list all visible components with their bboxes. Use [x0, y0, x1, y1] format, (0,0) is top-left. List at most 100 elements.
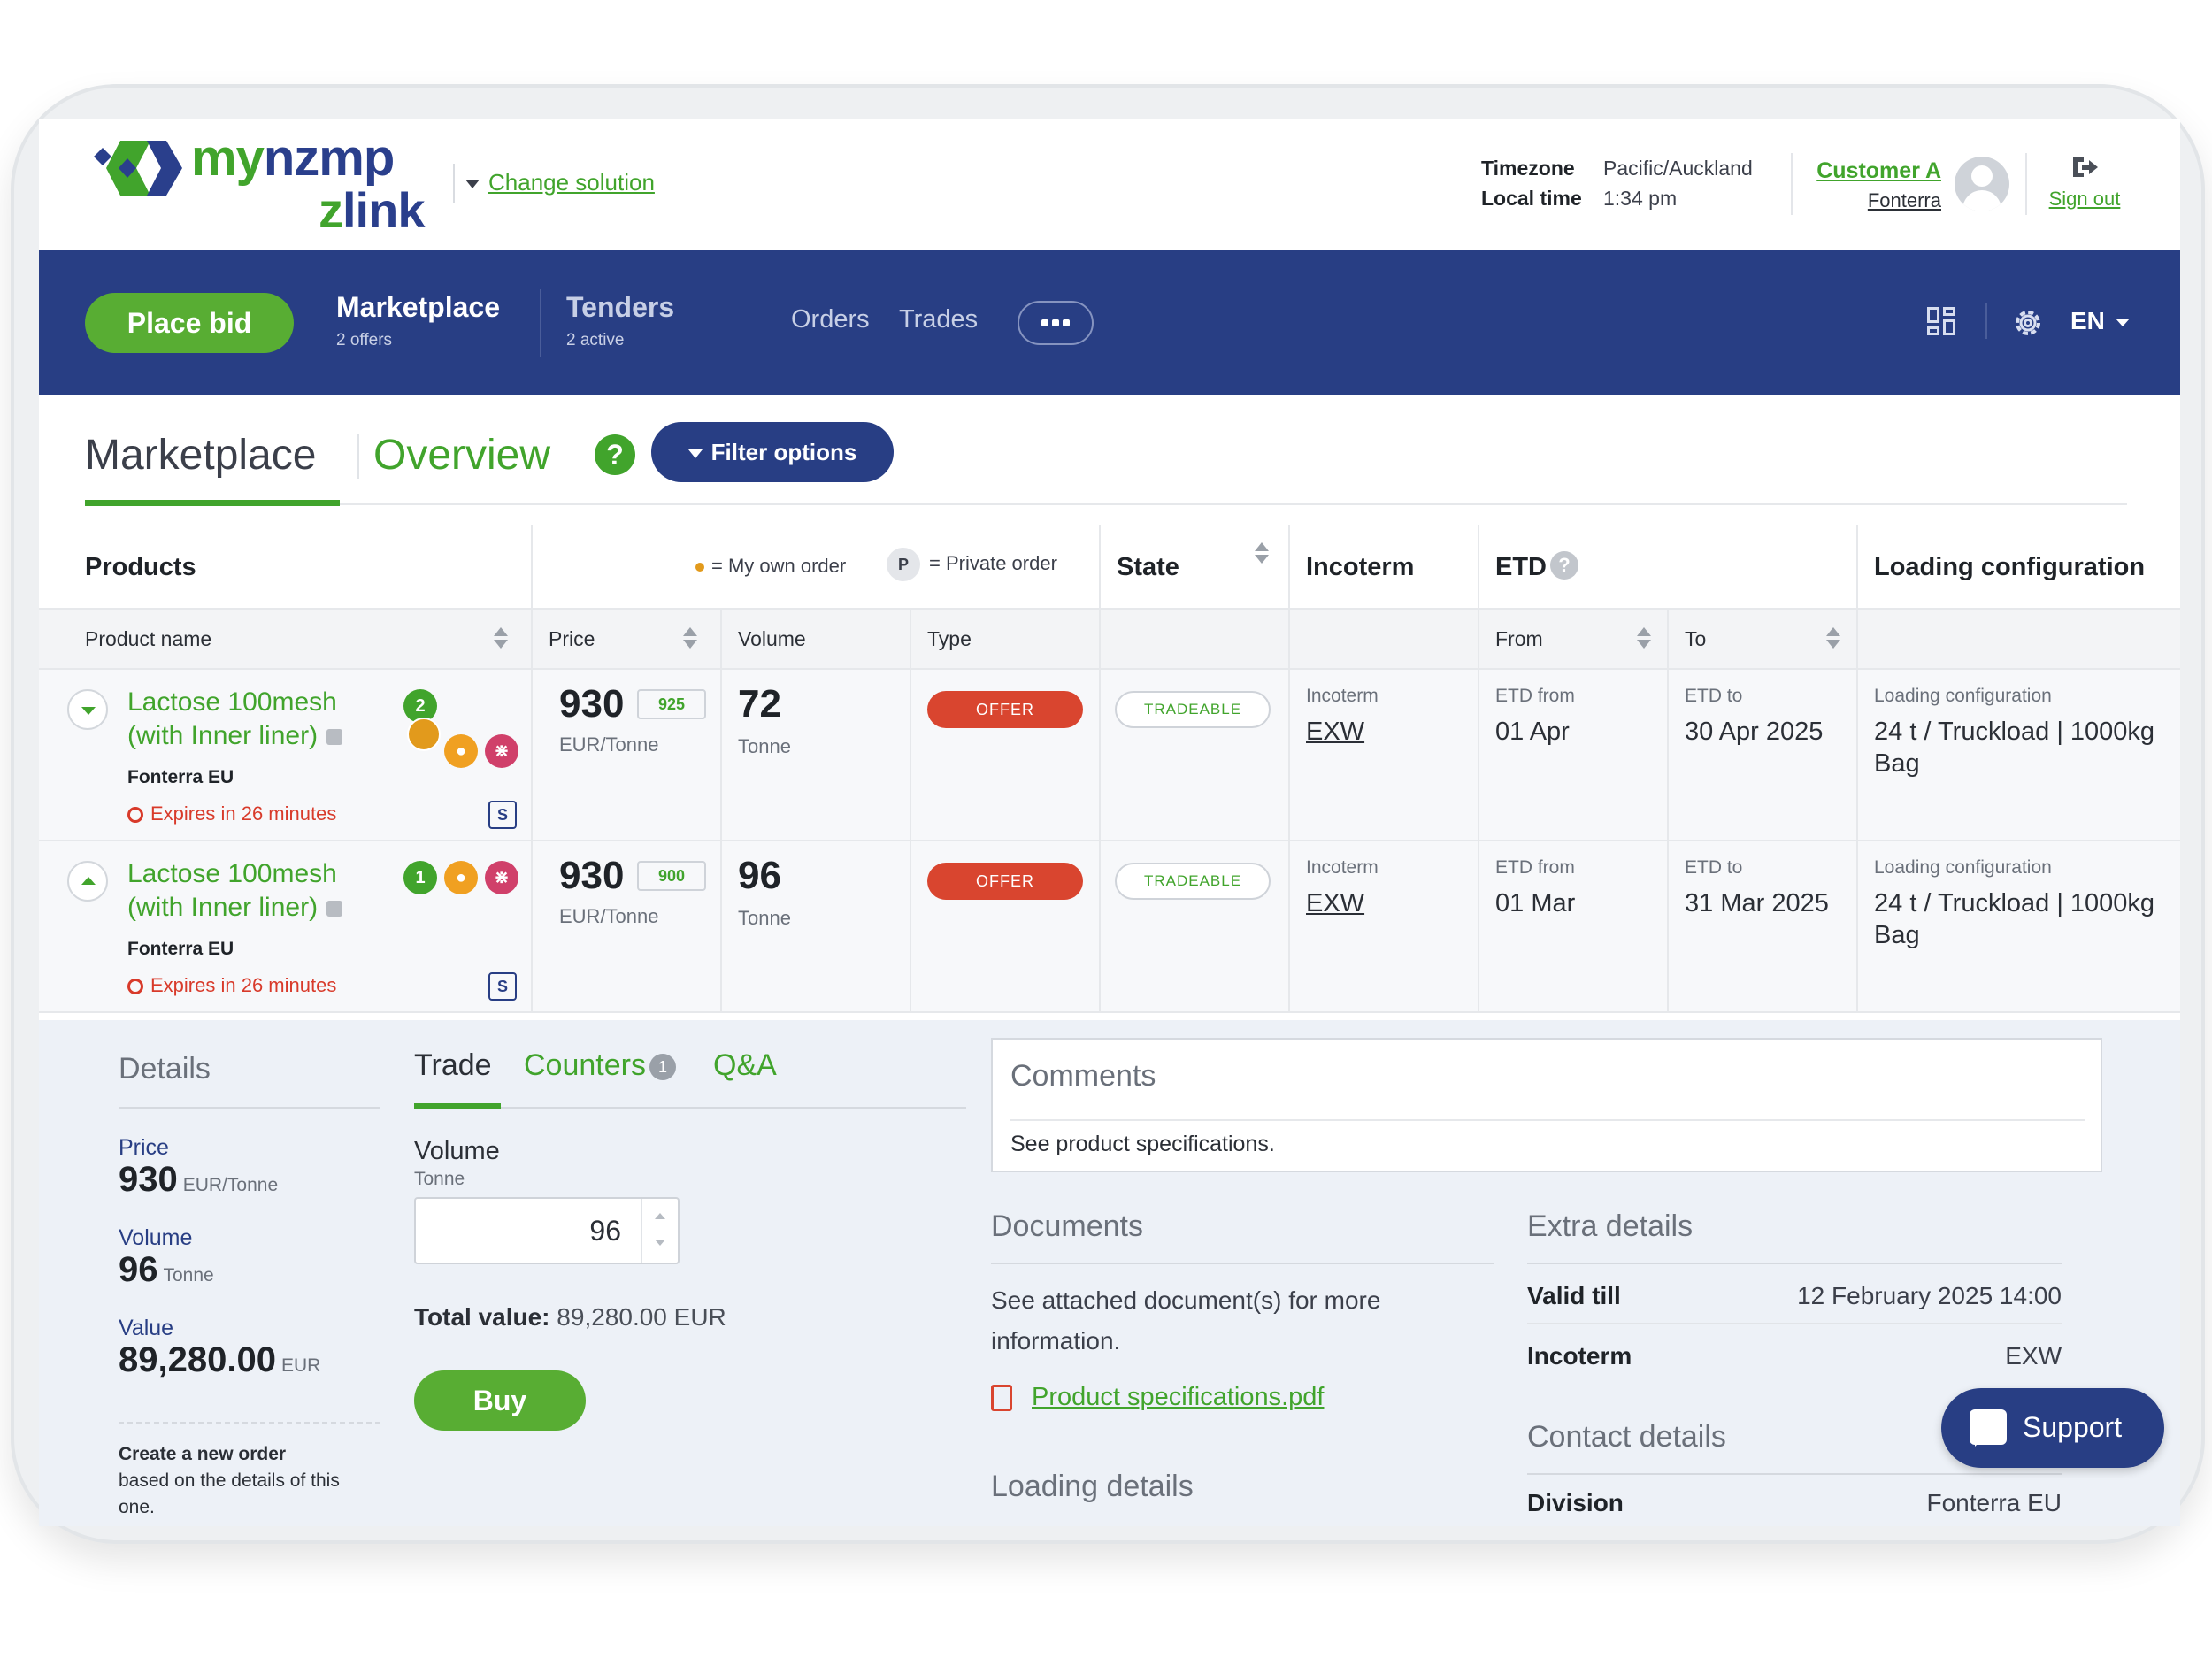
- divider: [357, 434, 359, 479]
- customer-name-link[interactable]: Customer A: [1816, 158, 1941, 183]
- change-solution-link[interactable]: Change solution: [465, 169, 655, 196]
- tab-qa[interactable]: Q&A: [713, 1048, 777, 1082]
- table-row[interactable]: Lactose 100mesh (with Inner liner) Fonte…: [39, 670, 2180, 841]
- filter-options-button[interactable]: Filter options: [651, 422, 894, 482]
- chat-icon[interactable]: ●: [444, 734, 478, 768]
- overview-tab[interactable]: Overview: [373, 432, 551, 479]
- table-column-header: Product name Price Volume Type From To: [39, 610, 2180, 670]
- table-row[interactable]: Lactose 100mesh (with Inner liner) Fonte…: [39, 841, 2180, 1013]
- expiry-status: Expires in 26 minutes: [127, 802, 336, 825]
- product-name-header[interactable]: Product name: [85, 627, 212, 650]
- app-screen: mynzmp zlink Change solution Timezone Pac…: [39, 119, 2180, 1526]
- volume-stepper[interactable]: [641, 1199, 678, 1263]
- active-tab-indicator: [85, 500, 340, 506]
- product-name-link[interactable]: Lactose 100mesh (with Inner liner): [127, 857, 366, 925]
- chevron-down-icon[interactable]: [67, 689, 108, 730]
- stepper-up-icon[interactable]: [655, 1213, 665, 1219]
- page-title[interactable]: Marketplace: [85, 432, 317, 479]
- nav-link-orders[interactable]: Orders: [791, 305, 870, 334]
- chat-icon[interactable]: ●: [444, 861, 478, 894]
- volume-value: 72: [738, 682, 781, 725]
- detail-value-label: Value: [119, 1316, 174, 1340]
- volume-input[interactable]: [414, 1197, 680, 1264]
- row-badges: 1 ● ⋇: [403, 861, 526, 894]
- incoterm-row: Incoterm EXW: [1527, 1342, 2062, 1378]
- extra-details-heading: Extra details: [1527, 1209, 1694, 1243]
- volume-unit: Tonne: [738, 735, 791, 757]
- create-new-order-link[interactable]: Create a new order based on the details o…: [119, 1444, 340, 1517]
- sort-icon[interactable]: [494, 627, 508, 650]
- own-order-dot-icon: [407, 718, 441, 751]
- price-header[interactable]: Price: [549, 627, 595, 650]
- document-link[interactable]: Product specifications.pdf: [991, 1383, 1324, 1412]
- sort-icon[interactable]: [683, 627, 697, 650]
- sort-icon[interactable]: [1255, 542, 1269, 565]
- tab-marketplace[interactable]: Marketplace 2 offers: [336, 291, 500, 350]
- counters-count-badge: 1: [649, 1054, 676, 1081]
- incoterm-value[interactable]: EXW: [1306, 718, 1365, 746]
- nav-link-trades[interactable]: Trades: [899, 305, 979, 334]
- state-header[interactable]: State: [1117, 553, 1179, 581]
- gear-icon[interactable]: [2010, 305, 2046, 341]
- volume-input-label: Volume: [414, 1137, 500, 1165]
- sign-out-button[interactable]: Sign out: [2040, 155, 2129, 211]
- avatar-icon[interactable]: [1955, 157, 2009, 211]
- product-name-link[interactable]: Lactose 100mesh (with Inner liner): [127, 686, 366, 753]
- customer-org-link[interactable]: Fonterra: [1867, 189, 1941, 211]
- comments-text: See product specifications.: [1010, 1132, 1275, 1156]
- type-offer-badge: OFFER: [927, 691, 1083, 728]
- documents-text: See attached document(s) for more inform…: [991, 1286, 1381, 1355]
- etd-header: ETD: [1495, 553, 1547, 581]
- etd-from-value: 01 Mar: [1495, 889, 1576, 917]
- tab-label: Tenders: [566, 291, 675, 323]
- help-icon[interactable]: ?: [1550, 551, 1578, 580]
- localtime-label: Local time: [1481, 187, 1582, 210]
- external-link-icon[interactable]: [326, 901, 343, 917]
- clock-icon: [127, 807, 143, 824]
- volume-input-unit: Tonne: [414, 1169, 465, 1189]
- localtime-value: 1:34 pm: [1603, 187, 1678, 210]
- place-bid-button[interactable]: Place bid: [85, 293, 294, 353]
- more-icon[interactable]: [1018, 301, 1094, 345]
- counter-count-badge[interactable]: 1: [403, 861, 437, 894]
- help-icon[interactable]: ?: [595, 434, 635, 475]
- etd-from-header[interactable]: From: [1495, 627, 1543, 650]
- tab-trade[interactable]: Trade: [414, 1048, 492, 1082]
- etd-from-label: ETD from: [1495, 686, 1575, 706]
- divider: [414, 1107, 966, 1109]
- division-label: Division: [1527, 1489, 1624, 1516]
- grid-icon[interactable]: [1927, 307, 1957, 337]
- incoterm-value[interactable]: EXW: [1306, 889, 1365, 917]
- order-details-panel: Details Price 930 EUR/Tonne Volume 96 Tonn…: [39, 1020, 2180, 1526]
- tab-tenders[interactable]: Tenders 2 active: [566, 291, 674, 350]
- sort-icon[interactable]: [1826, 627, 1840, 650]
- external-link-icon[interactable]: [326, 729, 343, 746]
- sort-icon[interactable]: [1637, 627, 1651, 650]
- etd-from-value: 01 Apr: [1495, 718, 1570, 746]
- paperclip-icon[interactable]: ⋇: [485, 734, 518, 768]
- stepper-down-icon[interactable]: [655, 1240, 665, 1246]
- clock-icon: [127, 979, 143, 995]
- chevron-up-icon[interactable]: [67, 861, 108, 902]
- loading-label: Loading configuration: [1874, 686, 2052, 706]
- column-divider: [910, 610, 911, 1013]
- column-divider: [1288, 525, 1290, 1013]
- division-row: Division Fonterra EU: [1527, 1489, 2062, 1524]
- logo-text: mynzmp: [191, 129, 395, 187]
- divider: [1010, 1119, 2085, 1121]
- tab-counters[interactable]: Counters 1: [524, 1048, 676, 1083]
- support-button[interactable]: Support: [1941, 1388, 2164, 1468]
- paperclip-icon[interactable]: ⋇: [485, 861, 518, 894]
- logo-mark-icon: [94, 141, 182, 196]
- price-unit: EUR/Tonne: [559, 733, 659, 756]
- detail-price-label: Price: [119, 1135, 169, 1160]
- legend-own-order: = My own order: [695, 555, 846, 578]
- buy-button[interactable]: Buy: [414, 1370, 586, 1431]
- type-header: Type: [927, 627, 972, 650]
- language-select[interactable]: EN: [2070, 307, 2130, 335]
- etd-to-header[interactable]: To: [1685, 627, 1707, 650]
- tab-sublabel: 2 active: [566, 331, 625, 349]
- own-order-dot-icon: [695, 563, 704, 572]
- detail-volume-value: 96 Tonne: [119, 1250, 214, 1289]
- counter-count-badge[interactable]: 2: [403, 689, 441, 751]
